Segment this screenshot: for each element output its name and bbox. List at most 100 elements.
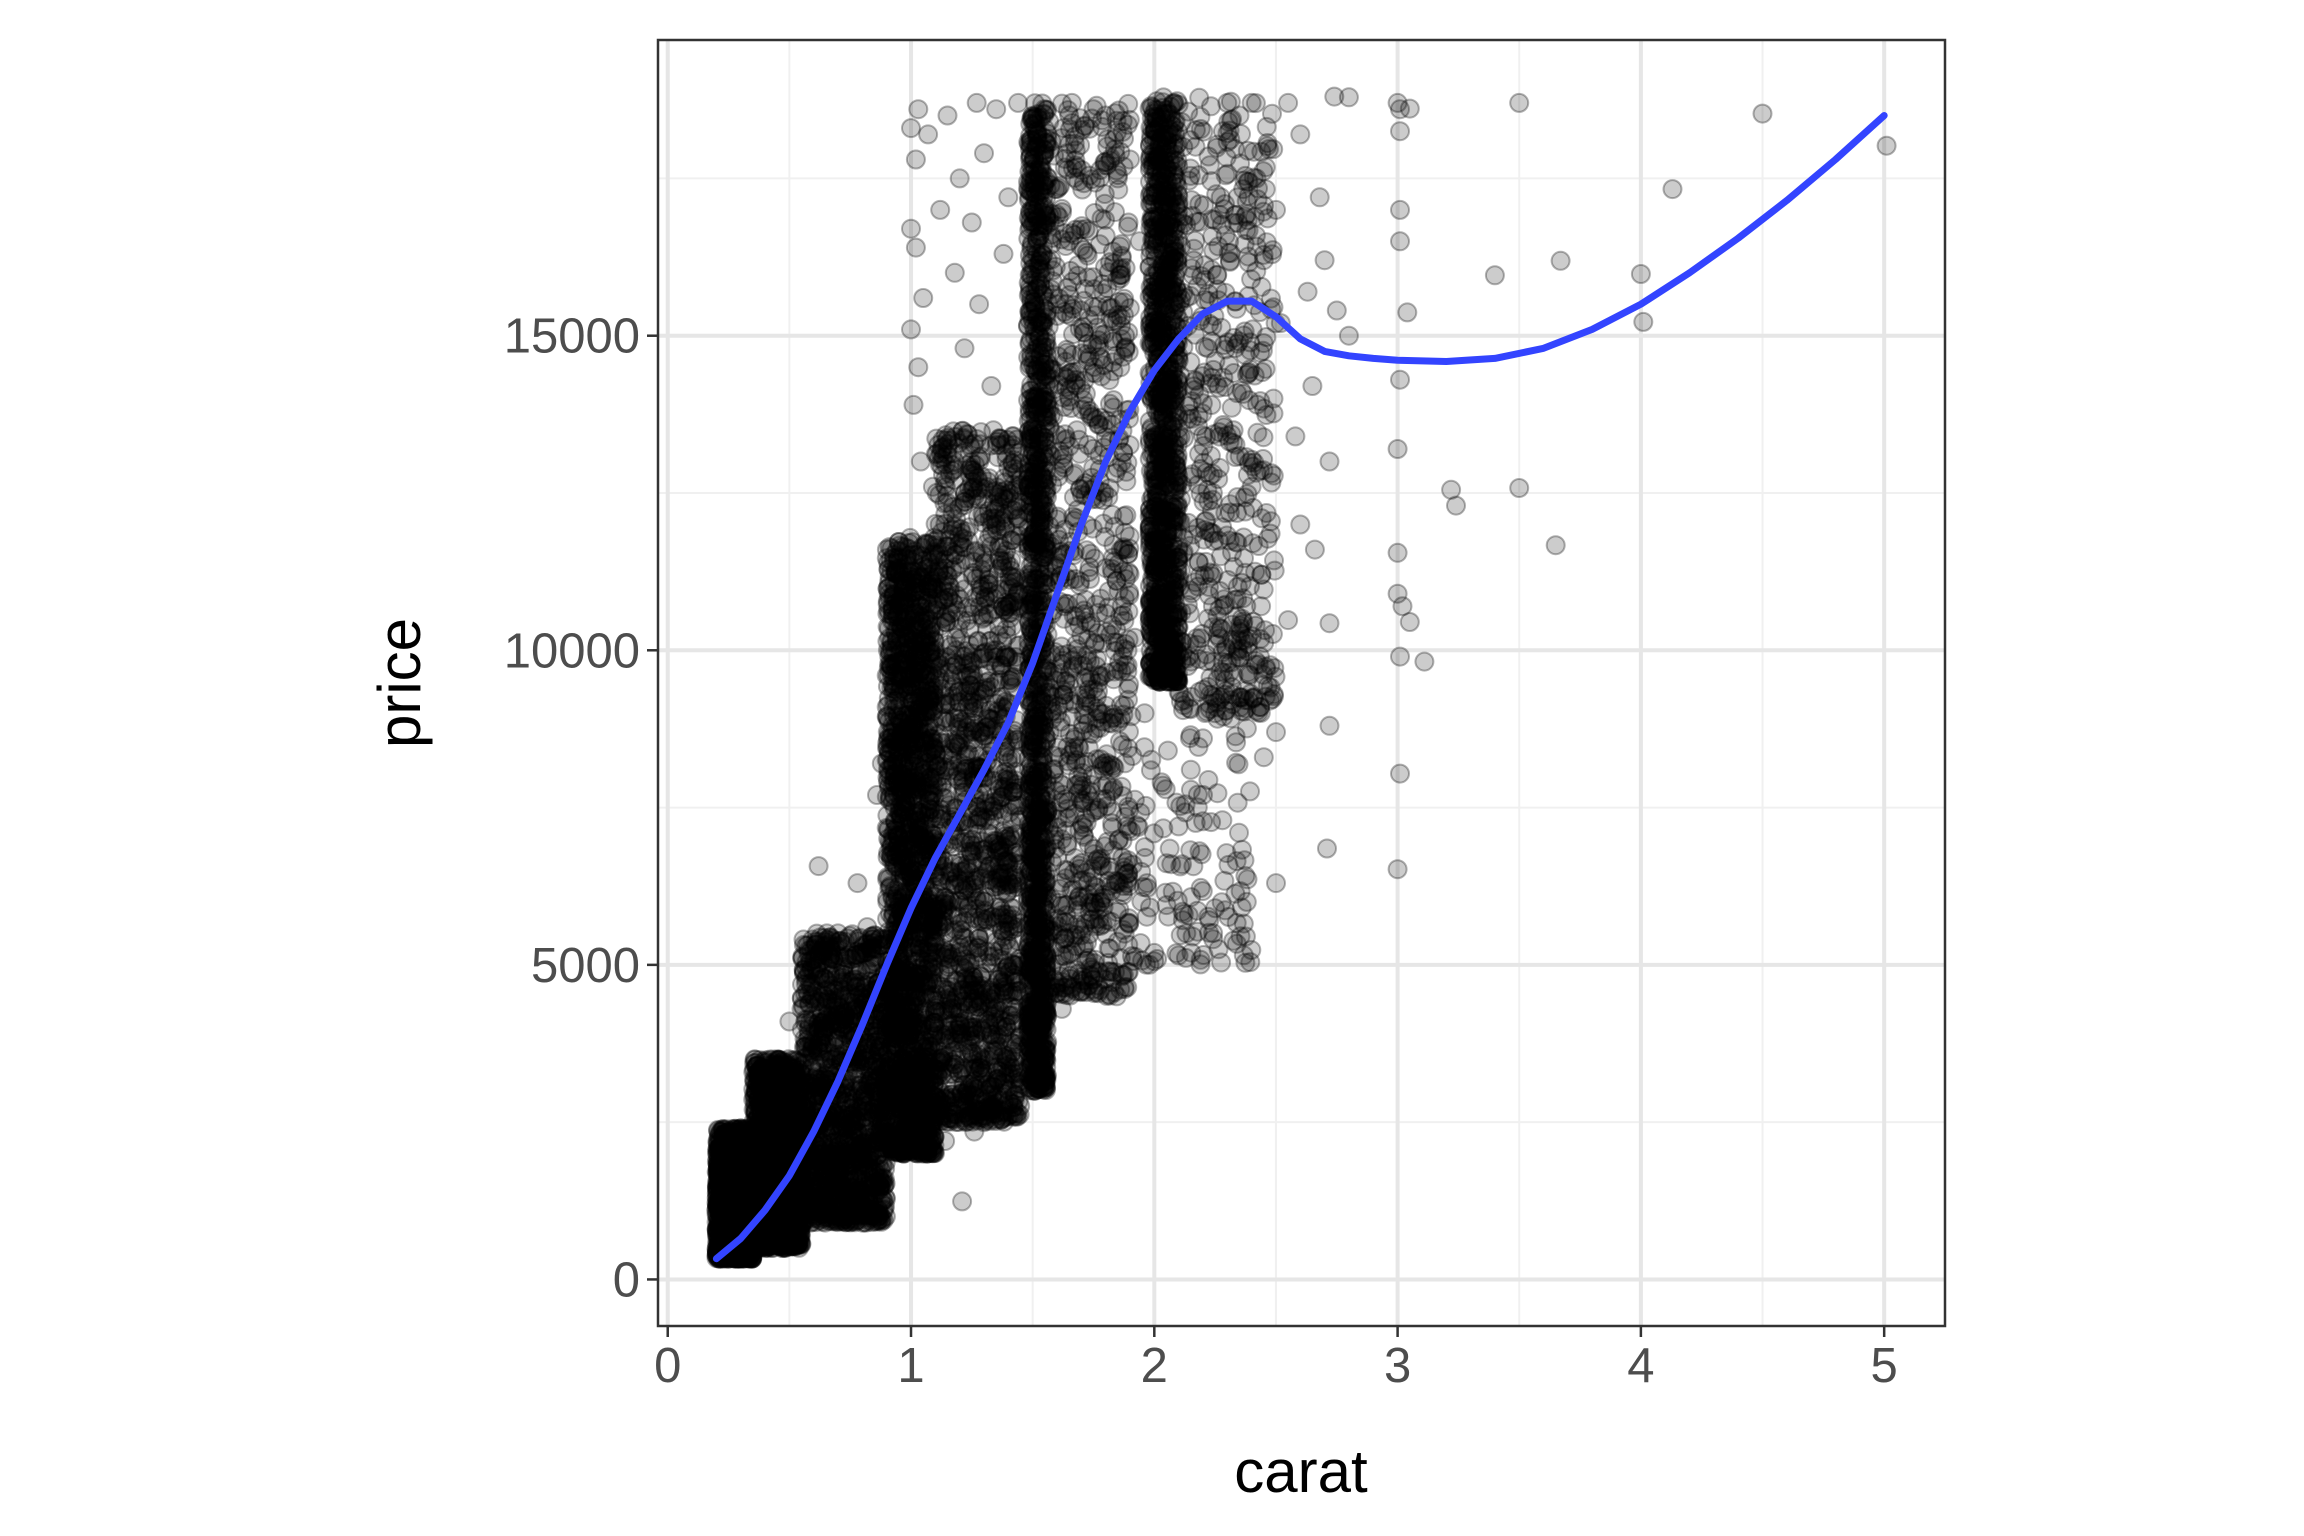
data-point: [719, 1174, 740, 1195]
data-point: [725, 1248, 746, 1269]
data-point: [714, 1198, 735, 1219]
data-point: [742, 1196, 763, 1217]
data-point: [742, 1174, 763, 1195]
data-point: [706, 1212, 727, 1233]
data-point: [711, 1196, 732, 1217]
data-point: [736, 1147, 757, 1168]
data-point: [742, 1152, 762, 1173]
data-point: [739, 1243, 760, 1264]
data-point: [736, 1173, 757, 1194]
data-point: [830, 1109, 851, 1130]
data-point: [721, 1128, 741, 1149]
data-point: [718, 1141, 739, 1162]
data-point: [709, 1154, 730, 1175]
data-point: [730, 1197, 751, 1218]
data-point: [732, 1245, 753, 1266]
data-point: [717, 1199, 738, 1220]
data-point: [728, 1166, 749, 1187]
data-point: [732, 1164, 752, 1185]
data-point: [734, 1140, 754, 1160]
data-point: [737, 1196, 758, 1217]
data-point: [710, 1223, 731, 1244]
data-point: [841, 1085, 862, 1106]
data-point: [766, 1235, 787, 1256]
data-point: [710, 1199, 731, 1220]
data-point: [732, 1147, 753, 1168]
data-point: [725, 1147, 746, 1168]
data-point: [721, 1141, 742, 1162]
data-point: [794, 1191, 815, 1212]
data-point: [735, 1169, 756, 1189]
data-point: [714, 1227, 735, 1248]
data-point: [734, 1206, 755, 1227]
data-point: [728, 1141, 748, 1162]
data-point: [719, 1121, 740, 1142]
data-point: [711, 1146, 732, 1167]
data-point: [707, 1144, 728, 1165]
data-point: [735, 1118, 756, 1139]
data-point: [712, 1135, 733, 1156]
data-point: [718, 1122, 739, 1143]
data-point: [730, 1135, 751, 1156]
data-point: [725, 1247, 746, 1268]
data-point: [717, 1126, 738, 1147]
data-point: [707, 1225, 727, 1245]
data-point: [728, 1177, 749, 1198]
data-point: [715, 1154, 736, 1175]
data-point: [740, 1130, 761, 1150]
data-point: [724, 1202, 745, 1223]
data-point: [721, 1127, 742, 1148]
data-point: [733, 1126, 753, 1147]
data-point: [739, 1200, 760, 1221]
data-point: [735, 1198, 756, 1219]
data-point: [727, 1186, 748, 1207]
data-point: [719, 1216, 740, 1237]
data-point: [722, 1204, 743, 1225]
data-point: [719, 1212, 740, 1233]
data-point: [744, 1059, 765, 1080]
data-point: [722, 1150, 743, 1171]
data-point: [716, 1147, 737, 1168]
data-point: [768, 1208, 789, 1229]
data-point: [739, 1124, 760, 1145]
scatter-points: [706, 86, 1897, 1269]
data-point: [708, 1119, 728, 1140]
data-point: [706, 1218, 727, 1239]
data-point: [720, 1205, 741, 1226]
data-point: [739, 1180, 760, 1201]
data-point: [741, 1166, 762, 1187]
data-point: [720, 1209, 741, 1230]
data-point: [733, 1171, 754, 1192]
data-point: [721, 1205, 742, 1226]
data-point: [739, 1139, 760, 1160]
plot-panel-background: [658, 40, 1945, 1326]
data-point: [723, 1198, 744, 1219]
data-point: [741, 1194, 762, 1215]
data-point: [742, 1247, 762, 1268]
data-point: [715, 1217, 736, 1238]
data-point: [731, 1169, 752, 1190]
data-point: [717, 1200, 737, 1221]
data-point: [716, 1192, 737, 1213]
data-point: [716, 1225, 737, 1246]
data-point: [759, 1141, 780, 1162]
data-point: [713, 1209, 734, 1230]
data-point: [727, 1122, 748, 1143]
data-point: [727, 1246, 748, 1267]
data-point: [732, 1192, 753, 1213]
data-point: [717, 1152, 738, 1173]
data-point: [735, 1154, 756, 1175]
data-point: [707, 1208, 728, 1229]
data-point: [797, 981, 818, 1002]
data-point: [721, 1138, 742, 1159]
data-point: [741, 1240, 762, 1260]
data-point: [719, 1200, 740, 1220]
data-point: [725, 1129, 746, 1149]
data-point: [717, 1211, 738, 1232]
data-point: [721, 1205, 742, 1226]
data-point: [735, 1151, 756, 1172]
data-point: [733, 1242, 754, 1263]
data-point: [710, 1121, 731, 1142]
data-point: [731, 1130, 752, 1151]
data-point: [727, 1152, 748, 1173]
